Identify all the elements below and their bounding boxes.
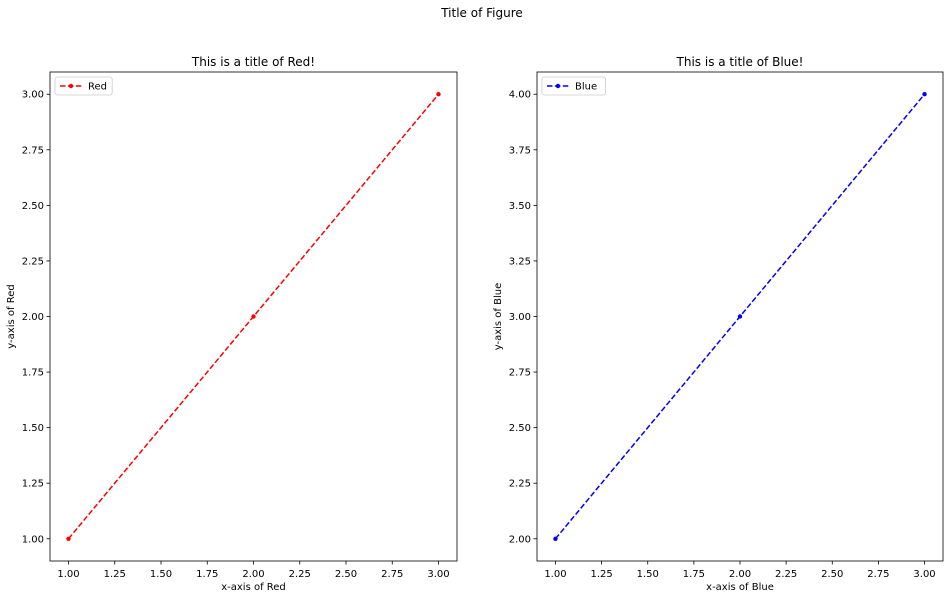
red-x-tick-label: 2.25: [289, 569, 311, 580]
blue-y-tick-label: 2.00: [509, 534, 531, 545]
blue-x-tick-label: 2.50: [821, 569, 843, 580]
red-y-tick-label: 2.00: [22, 312, 44, 323]
blue-subplot: This is a title of Blue! x-axis of Blue …: [493, 55, 944, 593]
red-x-tick-label: 2.50: [335, 569, 357, 580]
red-x-tick-label: 1.50: [150, 569, 172, 580]
red-y-tick-label: 2.25: [22, 256, 44, 267]
red-x-tick-label: 1.25: [104, 569, 126, 580]
red-y-tick-label: 1.75: [22, 368, 44, 379]
blue-y-tick-label: 2.75: [509, 368, 531, 379]
blue-data-point: [737, 314, 743, 319]
blue-x-axis-label: x-axis of Blue: [706, 582, 774, 593]
blue-y-tick-label: 3.25: [509, 256, 531, 267]
red-x-tick-label: 2.00: [242, 569, 264, 580]
blue-legend-label: Blue: [575, 82, 597, 93]
blue-subplot-title: This is a title of Blue!: [676, 55, 804, 69]
red-data-point: [66, 536, 71, 541]
red-legend-marker: [68, 83, 74, 89]
red-x-axis-label: x-axis of Red: [221, 582, 286, 593]
red-x-tick-label: 1.00: [57, 569, 79, 580]
blue-legend-box: [541, 76, 606, 96]
blue-legend: Blue: [541, 76, 606, 96]
red-legend-label: Red: [88, 82, 107, 93]
red-y-tick-label: 2.75: [22, 145, 44, 156]
red-subplot: This is a title of Red! x-axis of Red y-…: [6, 55, 458, 593]
blue-x-tick-label: 1.25: [590, 569, 612, 580]
red-legend-box: [54, 76, 113, 96]
blue-x-tick-label: 2.75: [867, 569, 889, 580]
red-legend: Red: [54, 76, 113, 96]
blue-y-tick-label: 3.50: [509, 201, 531, 212]
red-data-point: [251, 314, 256, 319]
blue-x-tick-label: 3.00: [913, 569, 935, 580]
blue-data-point: [922, 92, 927, 97]
red-subplot-title: This is a title of Red!: [191, 55, 315, 69]
red-x-tick-label: 2.75: [381, 569, 403, 580]
blue-x-tick-label: 1.50: [637, 569, 659, 580]
blue-data-point: [553, 536, 558, 541]
blue-legend-marker: [555, 83, 561, 89]
blue-x-tick-label: 1.00: [544, 569, 566, 580]
blue-y-axis-label: y-axis of Blue: [493, 283, 504, 351]
blue-y-tick-label: 3.00: [509, 312, 531, 323]
blue-x-tick-label: 2.00: [729, 569, 751, 580]
red-y-tick-label: 1.00: [22, 534, 44, 545]
blue-x-tick-label: 2.25: [775, 569, 797, 580]
red-y-axis-label: y-axis of Red: [6, 284, 17, 348]
blue-y-tick-label: 4.00: [509, 90, 531, 101]
blue-x-tick-label: 1.75: [683, 569, 705, 580]
red-y-tick-label: 1.50: [22, 423, 44, 434]
red-x-tick-label: 3.00: [427, 569, 449, 580]
red-y-tick-label: 2.50: [22, 201, 44, 212]
blue-y-tick-label: 2.50: [509, 423, 531, 434]
red-data-point: [436, 92, 441, 97]
figure-title: Title of Figure: [440, 6, 523, 20]
red-x-tick-label: 1.75: [196, 569, 218, 580]
red-y-tick-label: 1.25: [22, 479, 44, 490]
blue-y-tick-label: 2.25: [509, 479, 531, 490]
red-y-tick-label: 3.00: [22, 90, 44, 101]
blue-y-tick-label: 3.75: [509, 145, 531, 156]
